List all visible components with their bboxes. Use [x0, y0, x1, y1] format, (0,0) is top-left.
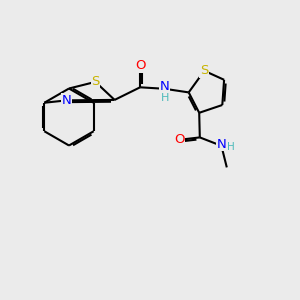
Text: N: N — [217, 138, 226, 151]
Text: S: S — [200, 64, 208, 77]
Text: N: N — [160, 80, 169, 93]
Text: N: N — [62, 94, 72, 107]
Text: O: O — [135, 59, 145, 72]
Text: H: H — [161, 93, 170, 103]
Text: S: S — [91, 75, 100, 88]
Text: H: H — [226, 142, 234, 152]
Text: O: O — [174, 133, 184, 146]
